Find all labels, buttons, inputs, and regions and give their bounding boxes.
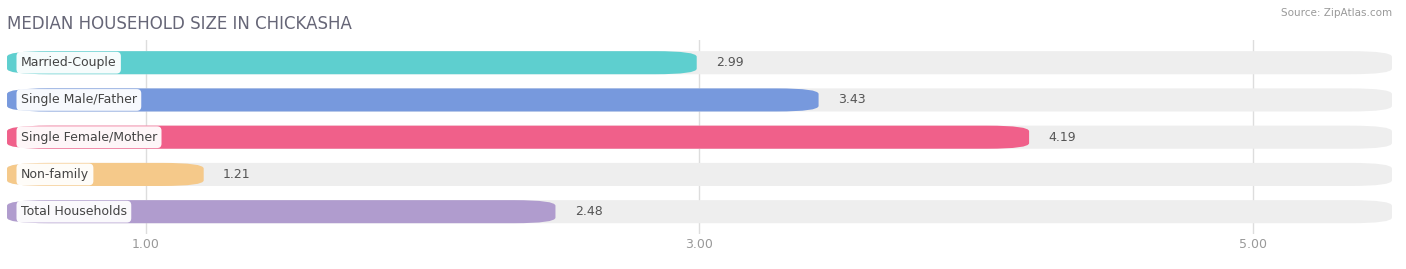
FancyBboxPatch shape	[7, 200, 555, 223]
Text: 1.21: 1.21	[224, 168, 250, 181]
FancyBboxPatch shape	[7, 200, 1392, 223]
Text: Married-Couple: Married-Couple	[21, 56, 117, 69]
Text: 2.99: 2.99	[716, 56, 744, 69]
FancyBboxPatch shape	[7, 89, 1392, 111]
Text: MEDIAN HOUSEHOLD SIZE IN CHICKASHA: MEDIAN HOUSEHOLD SIZE IN CHICKASHA	[7, 15, 351, 33]
FancyBboxPatch shape	[7, 163, 1392, 186]
Text: 4.19: 4.19	[1049, 131, 1076, 144]
FancyBboxPatch shape	[7, 126, 1392, 149]
Text: Single Female/Mother: Single Female/Mother	[21, 131, 157, 144]
Text: Total Households: Total Households	[21, 205, 127, 218]
Text: 2.48: 2.48	[575, 205, 603, 218]
FancyBboxPatch shape	[7, 51, 1392, 74]
Text: Single Male/Father: Single Male/Father	[21, 93, 136, 107]
Text: Source: ZipAtlas.com: Source: ZipAtlas.com	[1281, 8, 1392, 18]
FancyBboxPatch shape	[7, 163, 204, 186]
FancyBboxPatch shape	[7, 89, 818, 111]
Text: 3.43: 3.43	[838, 93, 866, 107]
FancyBboxPatch shape	[7, 126, 1029, 149]
Text: Non-family: Non-family	[21, 168, 89, 181]
FancyBboxPatch shape	[7, 51, 697, 74]
